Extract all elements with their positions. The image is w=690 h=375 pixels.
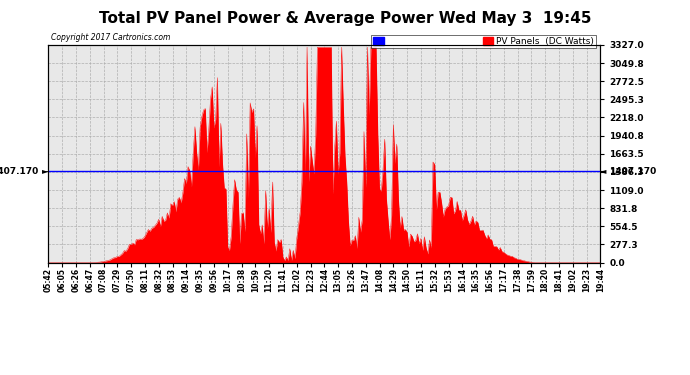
Text: ◄: ◄ (600, 166, 607, 175)
Text: Total PV Panel Power & Average Power Wed May 3  19:45: Total PV Panel Power & Average Power Wed… (99, 11, 591, 26)
Text: Copyright 2017 Cartronics.com: Copyright 2017 Cartronics.com (51, 33, 170, 42)
Text: ►: ► (42, 166, 48, 175)
Legend: Average  (DC Watts), PV Panels  (DC Watts): Average (DC Watts), PV Panels (DC Watts) (371, 35, 595, 48)
